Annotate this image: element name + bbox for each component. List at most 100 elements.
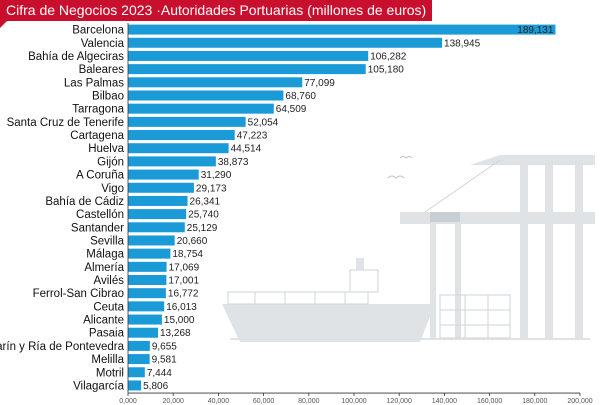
bar-ferrol-san-cibrao	[128, 288, 166, 299]
chart-title: Cifra de Negocios 2023 ·Autoridades Port…	[0, 0, 432, 21]
value-label-santander: 25,129	[187, 223, 218, 234]
x-tick-label: 100,000	[341, 398, 366, 405]
value-label-a-coruna: 31,290	[201, 170, 232, 181]
category-label-vilagarcia: Vilagarcía	[73, 380, 125, 392]
value-label-castellon: 25,740	[188, 210, 219, 221]
category-label-melilla: Melilla	[91, 354, 124, 366]
category-label-ferrol-san-cibrao: Ferrol-San Cibrao	[33, 288, 124, 300]
category-label-huelva: Huelva	[88, 143, 124, 155]
category-label-santander: Santander	[71, 222, 124, 234]
value-label-aviles: 17,001	[168, 276, 199, 287]
bar-santa-cruz-de-tenerife	[128, 116, 246, 127]
value-label-malaga: 18,754	[172, 249, 203, 260]
bar-valencia	[128, 37, 443, 48]
category-label-vigo: Vigo	[101, 183, 124, 195]
category-label-barcelona: Barcelona	[72, 25, 124, 37]
bar-cartagena	[128, 130, 235, 141]
x-tick-label: 80,000	[298, 398, 320, 405]
value-label-bahia-de-cadiz: 26,341	[190, 196, 221, 207]
value-label-bahia-de-algeciras: 106,282	[370, 51, 407, 62]
x-tick-label: 200,000	[567, 398, 592, 405]
bar-huelva	[128, 143, 229, 154]
category-label-castellon: Castellón	[76, 209, 124, 221]
value-label-valencia: 138,945	[444, 38, 481, 49]
category-label-bilbao: Bilbao	[92, 90, 124, 102]
category-label-almeria: Almería	[84, 262, 124, 274]
bar-pasaia	[128, 327, 158, 338]
category-label-bahia-de-algeciras: Bahía de Algeciras	[28, 51, 124, 63]
bar-castellon	[128, 209, 187, 220]
category-label-aviles: Avilés	[94, 275, 125, 287]
value-label-marin-y-ria-de-pontevedra: 9,655	[152, 341, 177, 352]
x-tick-label: 20,000	[162, 398, 184, 405]
value-label-tarragona: 64,509	[276, 104, 307, 115]
x-tick-label: 0,000	[119, 398, 137, 405]
bar-las-palmas	[128, 77, 303, 88]
bar-vigo	[128, 182, 194, 193]
value-label-baleares: 105,180	[368, 65, 405, 76]
category-label-bahia-de-cadiz: Bahía de Cádiz	[45, 196, 124, 208]
x-tick-label: 120,000	[387, 398, 412, 405]
value-label-bilbao: 68,760	[285, 91, 316, 102]
value-label-almeria: 17,069	[169, 262, 200, 273]
category-label-alicante: Alicante	[83, 315, 124, 327]
bar-barcelona	[128, 24, 556, 35]
value-label-santa-cruz-de-tenerife: 52,054	[248, 117, 279, 128]
category-label-valencia: Valencia	[81, 38, 125, 50]
title-tab-decoration	[0, 21, 7, 28]
x-tick-label: 180,000	[522, 398, 547, 405]
bar-marin-y-ria-de-pontevedra	[128, 340, 150, 351]
category-label-malaga: Málaga	[86, 249, 124, 261]
bar-bahia-de-cadiz	[128, 195, 188, 206]
value-label-las-palmas: 77,099	[304, 78, 335, 89]
category-label-gijon: Gijón	[97, 156, 124, 168]
bar-sevilla	[128, 235, 175, 246]
bar-a-coruna	[128, 169, 199, 180]
bar-baleares	[128, 64, 366, 75]
x-tick-label: 140,000	[432, 398, 457, 405]
bar-tarragona	[128, 103, 274, 114]
category-label-a-coruna: A Coruña	[76, 170, 125, 182]
category-label-santa-cruz-de-tenerife: Santa Cruz de Tenerife	[7, 117, 124, 129]
bar-malaga	[128, 248, 171, 259]
category-label-las-palmas: Las Palmas	[64, 77, 124, 89]
value-label-vigo: 29,173	[196, 183, 227, 194]
x-tick-label: 60,000	[253, 398, 275, 405]
value-label-motril: 7,444	[147, 368, 172, 379]
category-label-motril: Motril	[96, 367, 124, 379]
category-label-cartagena: Cartagena	[70, 130, 124, 142]
category-label-ceuta: Ceuta	[93, 301, 124, 313]
x-axis: 0,000 20,000 40,000 60,000 80,000 100,000 120,…	[119, 23, 593, 405]
bar-santander	[128, 222, 185, 233]
bar-aviles	[128, 275, 167, 286]
bar-bahia-de-algeciras	[128, 50, 369, 61]
category-label-baleares: Baleares	[79, 64, 125, 76]
value-label-huelva: 44,514	[231, 144, 262, 155]
value-label-pasaia: 13,268	[160, 328, 191, 339]
value-label-melilla: 9,581	[152, 355, 177, 366]
category-label-tarragona: Tarragona	[72, 104, 124, 116]
value-label-alicante: 15,000	[164, 315, 195, 326]
category-label-marin-y-ria-de-pontevedra: Marín y Ría de Pontevedra	[0, 341, 125, 353]
port-cranes-and-ship-icon	[222, 155, 595, 342]
x-tick-label: 160,000	[477, 398, 502, 405]
bar-alicante	[128, 314, 162, 325]
value-label-gijon: 38,873	[218, 157, 249, 168]
value-label-ferrol-san-cibrao: 16,772	[168, 289, 199, 300]
category-label-pasaia: Pasaia	[89, 328, 125, 340]
value-label-cartagena: 47,223	[237, 131, 268, 142]
bar-ceuta	[128, 301, 165, 312]
value-label-ceuta: 16,013	[166, 302, 197, 313]
bar-gijon	[128, 156, 216, 167]
value-label-vilagarcia: 5,806	[143, 381, 168, 392]
x-tick-label: 40,000	[208, 398, 230, 405]
bar-almeria	[128, 261, 167, 272]
bar-motril	[128, 367, 145, 378]
bars-layer: Barcelona 189,131 Valencia 138,945 Bahía de …	[0, 24, 556, 392]
value-label-sevilla: 20,660	[177, 236, 208, 247]
value-label-barcelona: 189,131	[517, 25, 554, 36]
bar-melilla	[128, 354, 150, 365]
category-label-sevilla: Sevilla	[90, 235, 124, 247]
bar-vilagarcia	[128, 380, 142, 391]
